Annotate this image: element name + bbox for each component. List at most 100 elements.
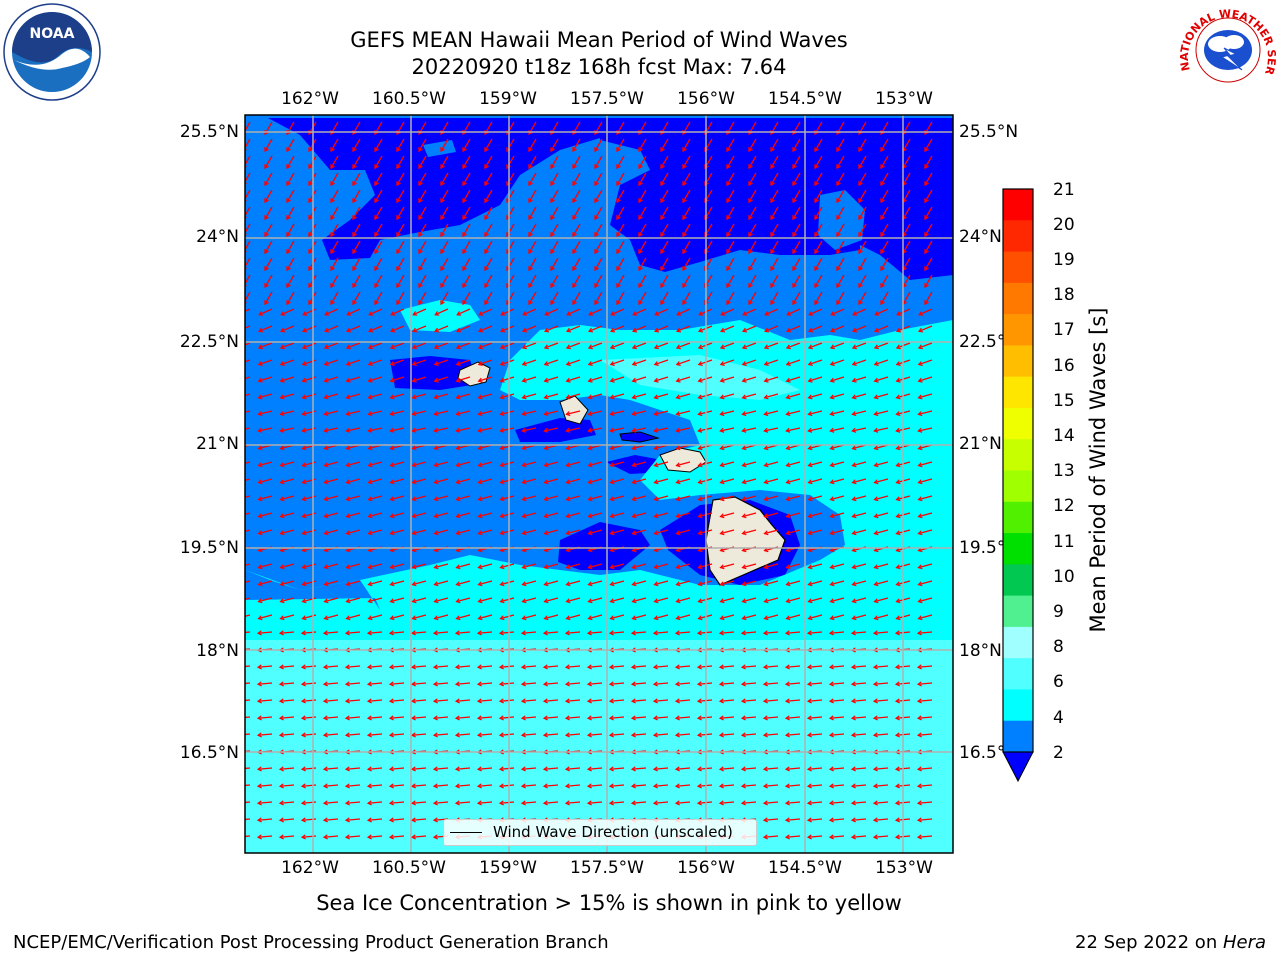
colorbar-tick: 8 bbox=[1053, 637, 1064, 657]
wind-wave-arrow bbox=[829, 665, 845, 668]
wind-wave-arrowhead bbox=[345, 394, 351, 400]
wind-wave-arrow bbox=[808, 308, 823, 316]
wind-wave-arrow bbox=[785, 631, 801, 634]
wind-wave-arrow bbox=[748, 138, 757, 152]
wind-wave-arrow bbox=[411, 631, 427, 634]
wind-wave-arrowhead bbox=[785, 496, 791, 502]
wind-wave-arrowhead bbox=[916, 698, 922, 704]
lat-tick-right: 21°N bbox=[959, 434, 1002, 454]
wind-wave-arrowhead bbox=[374, 300, 379, 306]
wind-wave-arrowhead bbox=[770, 164, 775, 170]
wind-wave-arrowhead bbox=[286, 300, 291, 306]
wind-wave-arrowhead bbox=[323, 344, 329, 350]
wind-wave-arrowhead bbox=[264, 232, 269, 238]
wind-wave-arrowhead bbox=[696, 630, 702, 636]
wind-wave-arrowhead bbox=[814, 266, 819, 272]
wind-wave-arrow bbox=[676, 529, 691, 535]
wind-wave-arrow bbox=[245, 393, 251, 397]
wind-wave-arrowhead bbox=[323, 581, 329, 587]
wind-wave-arrow bbox=[814, 189, 823, 203]
wind-wave-arrowhead bbox=[660, 283, 665, 289]
wind-wave-arrow bbox=[829, 767, 845, 770]
wind-wave-arrow bbox=[698, 495, 713, 501]
wind-wave-arrow bbox=[830, 427, 845, 432]
wind-wave-arrowhead bbox=[434, 311, 440, 316]
wind-wave-arrowhead bbox=[638, 232, 643, 238]
wind-wave-arrowhead bbox=[236, 818, 240, 822]
wind-wave-arrowhead bbox=[345, 581, 351, 587]
wind-wave-arrowhead bbox=[367, 615, 373, 621]
wind-wave-arrowhead bbox=[278, 766, 284, 772]
wind-wave-arrowhead bbox=[785, 530, 791, 536]
wind-wave-arrowhead bbox=[477, 377, 483, 383]
wind-wave-arrowhead bbox=[894, 732, 900, 738]
wind-wave-arrowhead bbox=[433, 344, 439, 350]
wind-wave-arrowhead bbox=[522, 311, 528, 316]
wind-wave-arrow bbox=[676, 563, 691, 569]
wind-wave-arrow bbox=[346, 427, 361, 432]
wind-wave-arrowhead bbox=[454, 681, 460, 687]
wind-wave-arrowhead bbox=[484, 215, 489, 221]
wind-wave-arrow bbox=[588, 495, 603, 501]
wind-wave-arrowhead bbox=[324, 311, 330, 316]
wind-wave-arrowhead bbox=[880, 215, 885, 221]
wind-wave-arrowhead bbox=[499, 598, 505, 604]
wind-wave-arrow bbox=[616, 138, 625, 152]
wind-wave-arrowhead bbox=[916, 732, 922, 738]
wind-wave-arrow bbox=[770, 223, 779, 237]
wind-wave-arrow bbox=[726, 274, 735, 288]
wind-wave-arrow bbox=[829, 818, 845, 821]
wind-wave-arrowhead bbox=[762, 817, 768, 823]
wind-wave-arrowhead bbox=[476, 800, 482, 806]
colorbar-tick: 2 bbox=[1053, 743, 1064, 763]
wind-wave-arrow bbox=[245, 325, 251, 329]
wind-wave-arrowhead bbox=[543, 344, 549, 350]
wind-wave-arrow bbox=[367, 733, 383, 736]
wind-wave-arrowhead bbox=[872, 783, 878, 789]
wind-wave-arrowhead bbox=[829, 344, 835, 350]
wind-wave-arrowhead bbox=[836, 198, 841, 204]
wind-wave-arrow bbox=[264, 240, 273, 254]
wind-wave-arrowhead bbox=[829, 394, 835, 400]
wind-wave-arrow bbox=[245, 631, 251, 634]
wind-wave-arrowhead bbox=[521, 377, 527, 383]
wind-wave-arrow bbox=[588, 427, 603, 432]
wind-wave-arrow bbox=[653, 801, 669, 804]
wind-wave-arrowhead bbox=[785, 394, 791, 400]
wind-wave-arrow bbox=[698, 580, 713, 586]
wind-wave-arrow bbox=[638, 189, 647, 203]
wind-wave-arrow bbox=[389, 767, 405, 770]
wind-wave-arrowhead bbox=[894, 766, 900, 772]
wind-wave-arrowhead bbox=[718, 630, 724, 636]
wind-wave-arrow bbox=[675, 767, 691, 770]
wind-wave-arrow bbox=[522, 478, 537, 484]
wind-wave-arrow bbox=[785, 818, 801, 821]
wind-wave-arrowhead bbox=[476, 783, 482, 789]
wind-wave-arrow bbox=[638, 172, 647, 186]
wind-wave-arrowhead bbox=[653, 513, 659, 519]
wind-wave-arrowhead bbox=[726, 198, 731, 204]
wind-wave-arrowhead bbox=[748, 181, 753, 187]
wind-wave-arrow bbox=[478, 325, 493, 332]
wind-wave-arrow bbox=[851, 818, 867, 821]
wind-wave-arrow bbox=[653, 682, 669, 685]
wind-wave-arrowhead bbox=[719, 479, 725, 485]
wind-wave-arrowhead bbox=[323, 394, 329, 400]
wind-wave-arrow bbox=[528, 189, 537, 203]
wind-wave-arrow bbox=[245, 427, 251, 430]
wind-wave-arrowhead bbox=[807, 427, 813, 433]
wind-wave-arrowhead bbox=[762, 698, 768, 704]
wind-wave-arrow bbox=[418, 138, 427, 152]
wind-wave-arrow bbox=[873, 835, 889, 838]
wind-wave-arrow bbox=[506, 223, 515, 237]
wind-wave-arrowhead bbox=[565, 496, 571, 502]
wind-wave-arrowhead bbox=[895, 598, 901, 604]
wind-wave-arrow bbox=[499, 801, 515, 804]
wind-wave-arrow bbox=[389, 733, 405, 736]
wind-wave-arrowhead bbox=[323, 479, 329, 485]
wind-wave-arrowhead bbox=[807, 598, 813, 604]
wind-wave-arrowhead bbox=[836, 147, 841, 153]
wind-wave-arrowhead bbox=[895, 615, 901, 621]
wind-wave-arrow bbox=[506, 291, 515, 305]
wind-wave-arrowhead bbox=[477, 513, 483, 519]
